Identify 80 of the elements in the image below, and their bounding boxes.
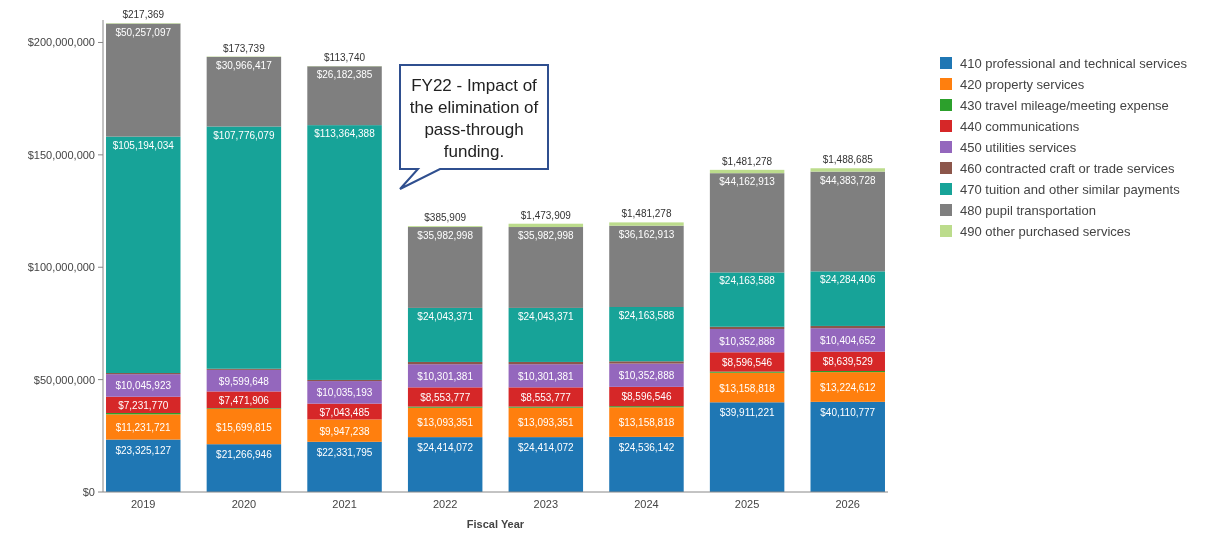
data-label: $7,471,906 <box>218 394 270 406</box>
y-tick-label: $100,000,000 <box>27 261 95 274</box>
data-label: $9,947,238 <box>319 425 370 437</box>
data-label: $44,383,728 <box>819 174 876 186</box>
data-label: $13,093,351 <box>518 417 575 429</box>
data-label: $24,414,072 <box>518 442 575 454</box>
data-label: $13,158,818 <box>719 382 776 394</box>
data-label: $15,699,815 <box>216 421 273 433</box>
legend-label: 490 other purchased services <box>960 224 1132 239</box>
data-label: $173,739 <box>223 42 266 54</box>
data-label: $35,982,998 <box>518 230 575 242</box>
data-label: $9,599,648 <box>218 375 270 387</box>
data-label: $8,639,529 <box>822 356 874 368</box>
data-label: $10,301,381 <box>518 370 575 382</box>
y-tick-label: $50,000,000 <box>33 373 95 386</box>
data-label: $35,982,998 <box>417 230 474 242</box>
legend-label: 460 contracted craft or trade services <box>960 161 1176 176</box>
legend-label: 440 communications <box>960 119 1080 134</box>
data-label: $10,352,888 <box>719 335 776 347</box>
data-label: $10,035,193 <box>316 387 373 399</box>
data-label: $10,404,652 <box>819 334 876 346</box>
data-label: $24,163,588 <box>618 310 675 321</box>
x-tick-label: 2022 <box>432 498 458 510</box>
data-label: $1,473,909 <box>520 209 572 221</box>
data-label: $40,110,777 <box>820 406 876 418</box>
legend-label: 450 utilities services <box>960 140 1077 155</box>
data-label: $1,488,685 <box>822 154 874 166</box>
data-label: $24,163,588 <box>719 275 776 287</box>
x-tick-label: 2026 <box>835 498 860 510</box>
data-label: $44,162,913 <box>719 176 776 188</box>
y-tick-label: $200,000,000 <box>27 36 95 49</box>
data-label: $22,331,795 <box>316 446 373 458</box>
data-label: $8,596,546 <box>722 356 773 368</box>
data-label: $105,194,034 <box>112 139 175 151</box>
data-label: $36,162,913 <box>618 228 675 240</box>
data-label: $13,224,612 <box>819 381 876 393</box>
data-label: $10,045,923 <box>115 380 172 392</box>
annotation: FY22 - Impact of the elimination of pass-through funding. <box>409 76 539 161</box>
y-tick-label: $150,000,000 <box>27 148 95 161</box>
data-label: $10,352,888 <box>618 370 675 382</box>
data-label: $8,553,777 <box>520 391 572 403</box>
data-label: $10,301,381 <box>417 370 474 382</box>
data-label: $23,325,127 <box>115 444 172 456</box>
data-label: $13,158,818 <box>618 417 675 429</box>
data-label: $24,043,371 <box>518 310 575 322</box>
data-label: $26,182,385 <box>316 69 373 81</box>
data-label: $1,481,278 <box>722 155 773 167</box>
data-label: $39,911,221 <box>719 407 775 419</box>
data-label: $7,043,485 <box>319 406 370 418</box>
data-label: $113,740 <box>324 52 366 64</box>
data-label: $24,414,072 <box>417 442 474 454</box>
x-tick-label: 2024 <box>634 498 659 510</box>
x-tick-label: 2025 <box>734 498 760 510</box>
x-tick-label: 2023 <box>533 498 559 510</box>
x-axis-title: Fiscal Year <box>466 518 525 530</box>
data-label: $8,553,777 <box>420 391 471 403</box>
data-label: $217,369 <box>122 9 165 21</box>
x-tick-label: 2020 <box>231 498 257 510</box>
data-label: $1,481,278 <box>621 208 672 220</box>
data-label: $21,266,946 <box>216 449 273 461</box>
legend-label: 430 travel mileage/meeting expense <box>960 98 1169 113</box>
data-label: $113,364,388 <box>314 128 376 140</box>
data-label: $50,257,097 <box>115 26 172 38</box>
data-label: $107,776,079 <box>213 129 275 141</box>
legend-label: 420 property services <box>960 77 1085 92</box>
y-tick-label: $0 <box>82 486 95 498</box>
data-label: $8,596,546 <box>621 391 672 403</box>
data-label: $7,231,770 <box>118 399 169 411</box>
legend-label: 470 tuition and other similar payments <box>960 182 1181 197</box>
data-label: $11,231,721 <box>115 421 172 433</box>
data-label: $13,093,351 <box>417 417 474 429</box>
data-label: $24,536,142 <box>618 441 675 453</box>
x-tick-label: 2021 <box>332 498 357 510</box>
data-label: $385,909 <box>424 212 467 224</box>
data-label: $30,966,417 <box>216 59 273 71</box>
x-tick-label: 2019 <box>131 498 156 510</box>
legend-label: 480 pupil transportation <box>960 203 1096 218</box>
data-label: $24,284,406 <box>819 274 876 286</box>
data-label: $24,043,371 <box>417 310 474 322</box>
legend-label: 410 professional and technical services <box>960 56 1188 71</box>
